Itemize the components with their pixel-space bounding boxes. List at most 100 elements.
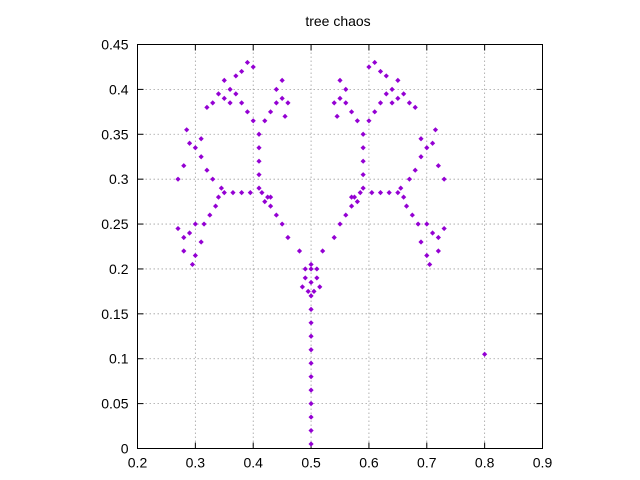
data-point [186, 230, 193, 236]
data-point [201, 221, 207, 227]
data-point [210, 100, 216, 106]
data-point [181, 163, 187, 169]
data-point [377, 100, 384, 106]
data-point [424, 145, 430, 151]
data-point [372, 109, 378, 115]
data-point [308, 333, 314, 339]
data-point [343, 100, 349, 106]
data-point [424, 221, 430, 227]
y-tick-label: 0.3 [109, 171, 129, 187]
x-tick-label: 0.4 [243, 455, 263, 471]
data-point [308, 266, 314, 272]
y-tick-label: 0.15 [101, 306, 128, 322]
data-point [308, 279, 314, 286]
data-point [262, 118, 268, 124]
data-point [204, 167, 210, 173]
data-point [360, 131, 366, 137]
data-point [418, 154, 424, 160]
data-point [233, 91, 239, 97]
data-point [256, 172, 262, 178]
data-point [389, 100, 395, 106]
data-point [386, 190, 392, 196]
data-point [184, 127, 190, 133]
data-point [308, 306, 314, 312]
data-point [215, 194, 222, 200]
data-point [377, 190, 384, 196]
data-point [308, 427, 314, 434]
data-point [360, 145, 366, 151]
grid-lines [137, 44, 543, 449]
data-point [308, 320, 314, 326]
data-point [383, 73, 389, 79]
chart-title: tree chaos [305, 13, 370, 29]
data-point [331, 234, 337, 241]
data-point [360, 158, 366, 164]
data-point [273, 212, 279, 218]
data-point [337, 77, 343, 84]
data-point [273, 100, 279, 106]
data-point [175, 176, 181, 182]
y-tick-label: 0.25 [101, 216, 128, 232]
data-point [412, 167, 418, 173]
data-point [432, 127, 439, 133]
y-tick-label: 0.05 [101, 396, 128, 412]
data-point [221, 95, 227, 101]
data-point [299, 284, 305, 290]
data-point [207, 212, 213, 218]
data-point [302, 266, 308, 272]
data-point [412, 104, 418, 110]
data-point [302, 275, 308, 281]
data-point [357, 190, 363, 196]
data-point [239, 100, 245, 106]
x-tick-label: 0.5 [301, 455, 321, 471]
data-point [331, 100, 337, 106]
data-point [256, 145, 262, 151]
data-point [285, 234, 291, 241]
data-point [308, 401, 314, 407]
plot-frame [137, 44, 543, 449]
data-point [435, 234, 441, 241]
data-point [189, 261, 196, 268]
data-point [308, 374, 314, 380]
data-point [424, 252, 430, 259]
data-point [401, 194, 407, 200]
data-point [435, 163, 441, 169]
data-point [354, 199, 360, 205]
data-point [198, 136, 204, 142]
data-point [409, 212, 415, 218]
data-point [192, 221, 198, 227]
data-point [314, 266, 320, 272]
data-point [285, 100, 291, 106]
data-point [377, 68, 384, 75]
data-point [265, 194, 271, 200]
data-point [308, 293, 314, 299]
data-point [221, 190, 227, 196]
data-point [244, 59, 251, 66]
y-tick-label: 0.45 [101, 37, 128, 53]
data-point [267, 203, 274, 209]
x-tick-labels: 0.2 0.3 0.4 0.5 0.6 0.7 0.8 0.9 [128, 455, 553, 471]
data-point [366, 118, 372, 124]
data-point [244, 109, 251, 115]
data-point [259, 190, 265, 196]
x-tick-label: 0.6 [359, 455, 379, 471]
data-point [308, 441, 314, 447]
data-point [372, 59, 378, 66]
data-point [256, 185, 262, 191]
data-point [221, 77, 227, 84]
data-point [429, 230, 436, 236]
y-tick-label: 0.1 [109, 351, 129, 367]
axis-ticks [137, 44, 543, 449]
data-point [320, 248, 326, 254]
data-point [273, 86, 279, 92]
y-tick-label: 0.4 [109, 81, 129, 97]
data-point [441, 225, 447, 232]
data-point [395, 77, 401, 84]
data-point [175, 225, 181, 232]
data-point [369, 190, 375, 196]
data-point [366, 64, 372, 70]
data-point [351, 194, 358, 200]
data-point [360, 172, 366, 178]
data-point [192, 145, 198, 151]
